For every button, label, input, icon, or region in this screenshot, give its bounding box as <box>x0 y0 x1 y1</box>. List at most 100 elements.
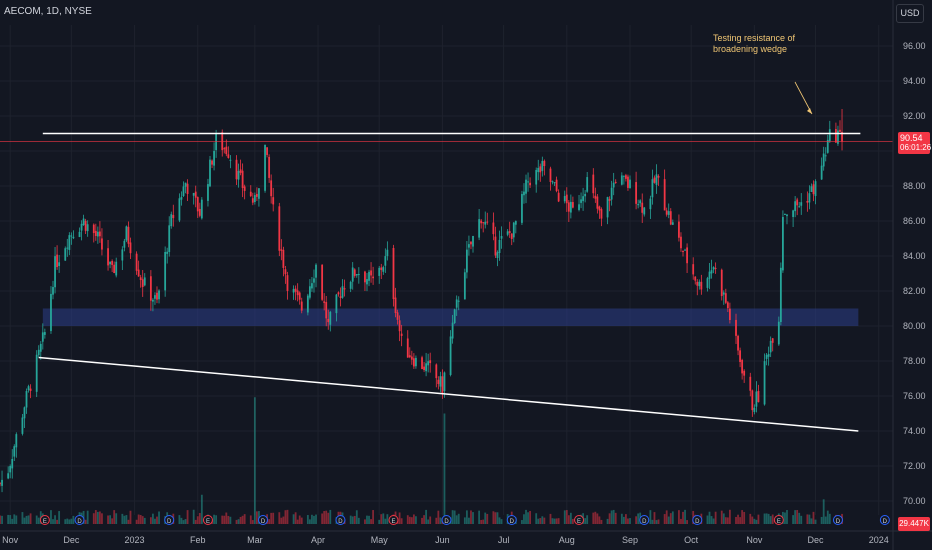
volume-bar <box>237 519 240 524</box>
candle-body <box>514 221 517 225</box>
x-tick-label: Nov <box>2 535 19 545</box>
volume-bar <box>225 512 228 524</box>
volume-bar <box>686 520 688 524</box>
volume-bar <box>129 510 132 524</box>
volume-bar <box>315 514 317 524</box>
volume-bar <box>368 515 370 524</box>
volume-bar <box>278 512 281 524</box>
marker-letter: D <box>167 519 172 525</box>
volume-bar <box>608 513 611 524</box>
y-tick-label: 86.00 <box>903 216 926 226</box>
candle-body <box>164 251 167 291</box>
volume-bar <box>239 516 242 524</box>
volume-bar <box>272 512 275 524</box>
volume-bar <box>192 509 195 524</box>
candle-body <box>682 250 684 253</box>
candle-body <box>792 210 794 217</box>
candle-body <box>192 192 195 196</box>
candle-body <box>366 279 368 285</box>
volume-bar <box>184 519 187 524</box>
volume-bar <box>627 518 629 524</box>
candle-body <box>306 295 309 313</box>
candle-body <box>364 271 366 283</box>
volume-bar <box>25 515 28 524</box>
annotation-line-1: Testing resistance of <box>713 33 796 43</box>
candle-body <box>625 175 627 179</box>
candle-body <box>272 197 275 205</box>
candle-body <box>382 267 385 272</box>
x-tick-label: Dec <box>808 535 825 545</box>
candle-body <box>109 261 111 265</box>
volume-bar <box>651 519 654 524</box>
volume-bar <box>0 515 1 524</box>
volume-bar <box>70 518 73 524</box>
candle-body <box>594 195 597 199</box>
candle-body <box>800 202 803 206</box>
volume-bar <box>135 519 138 524</box>
candle-body <box>78 231 81 237</box>
candle-body <box>280 249 283 251</box>
volume-bar <box>427 519 430 524</box>
candle-body <box>406 338 409 358</box>
volume-bar <box>378 519 381 524</box>
volume-bar <box>182 520 185 524</box>
candle-body <box>141 279 144 287</box>
volume-bar <box>382 513 385 524</box>
y-tick-label: 96.00 <box>903 41 926 51</box>
volume-bar <box>498 517 501 524</box>
volume-bar <box>384 518 387 524</box>
candle-body <box>200 199 203 219</box>
volume-bar <box>653 512 656 524</box>
marker-letter: D <box>836 519 841 525</box>
currency-button[interactable]: USD <box>896 4 924 23</box>
candle-body <box>720 269 723 297</box>
candle-body <box>378 267 381 276</box>
candle-body <box>56 254 58 268</box>
volume-bar <box>325 510 328 524</box>
volume-bar <box>749 513 752 524</box>
earnings-marker <box>202 515 213 525</box>
candle-body <box>567 202 570 212</box>
candle-body <box>637 204 640 206</box>
candle-body <box>11 458 14 469</box>
volume-bar <box>451 510 454 524</box>
candle-body <box>429 360 432 364</box>
volume-bar <box>765 513 768 524</box>
volume-bar <box>743 511 746 524</box>
candle-body <box>753 407 756 412</box>
candle-body <box>129 242 132 254</box>
candle-body <box>810 186 813 192</box>
dividend-marker <box>692 515 703 525</box>
volume-bar <box>541 516 544 524</box>
volume-bar <box>435 517 438 524</box>
volume-bar <box>96 511 99 524</box>
candle-body <box>311 283 313 289</box>
candle-body <box>463 272 466 300</box>
volume-bar <box>523 514 525 524</box>
candle-body <box>323 301 326 303</box>
candle-body <box>635 182 638 204</box>
candle-body <box>229 159 232 161</box>
volume-bar <box>482 519 485 524</box>
marker-letter: E <box>43 519 47 525</box>
candle-body <box>166 251 169 254</box>
candle-body <box>684 249 686 251</box>
volume-bar <box>712 518 715 524</box>
volume-bar <box>543 517 546 524</box>
candle-body <box>39 343 42 352</box>
volume-bar <box>443 413 446 524</box>
candle-body <box>812 184 815 195</box>
candle-body <box>92 224 95 234</box>
volume-bar <box>323 511 326 524</box>
candle-body <box>421 357 423 370</box>
last-price-value: 90.54 <box>900 133 923 143</box>
volume-bar <box>739 517 741 524</box>
y-tick-label: 82.00 <box>903 286 926 296</box>
candle-body <box>451 322 454 339</box>
dividend-marker <box>258 515 269 525</box>
candle-body <box>498 239 501 254</box>
dividend-marker <box>74 515 85 525</box>
candle-body <box>641 202 644 213</box>
